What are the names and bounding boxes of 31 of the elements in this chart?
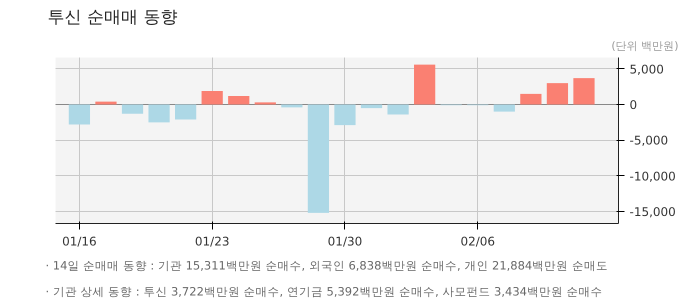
bar (308, 104, 330, 213)
y-tick-label: -15,000 (630, 204, 676, 219)
x-tick-label: 01/16 (62, 234, 97, 248)
bar (148, 104, 170, 122)
bar (254, 102, 276, 105)
bar (281, 104, 302, 108)
y-tick-label: -5,000 (630, 134, 668, 148)
bar (360, 104, 382, 108)
text: · 기관 상세 동향 : 투신 3,722백만원 순매수, 연기금 5,392백만원 순매수, 사모펀드 3,434백만원 순매수 (46, 284, 603, 298)
y-tick-label: -10,000 (630, 169, 676, 184)
bar (202, 90, 223, 105)
chart-title: 투신 순매매 동향 (48, 8, 178, 28)
bar (414, 64, 436, 105)
x-tick-label: 02/06 (460, 234, 496, 248)
bar (546, 83, 568, 105)
bar (122, 104, 144, 114)
bar (68, 104, 90, 124)
text: (단위 백만원) (611, 40, 679, 52)
y-tick-label: 5,000 (630, 62, 664, 76)
bar (334, 104, 356, 126)
bar (387, 104, 409, 114)
bar (494, 104, 515, 112)
bar (520, 94, 542, 105)
y-tick-label: 0 (630, 98, 638, 112)
bar (573, 78, 595, 105)
text: · 14일 순매매 동향 : 기관 15,311백만원 순매수, 외국인 6,838백만원 순매수, 개인 21,884백만원 순매도 (46, 258, 608, 272)
x-tick-label: 01/23 (194, 234, 230, 248)
bar (95, 102, 117, 105)
bar (228, 96, 250, 105)
x-tick-label: 01/30 (328, 234, 362, 248)
bar (175, 104, 196, 120)
